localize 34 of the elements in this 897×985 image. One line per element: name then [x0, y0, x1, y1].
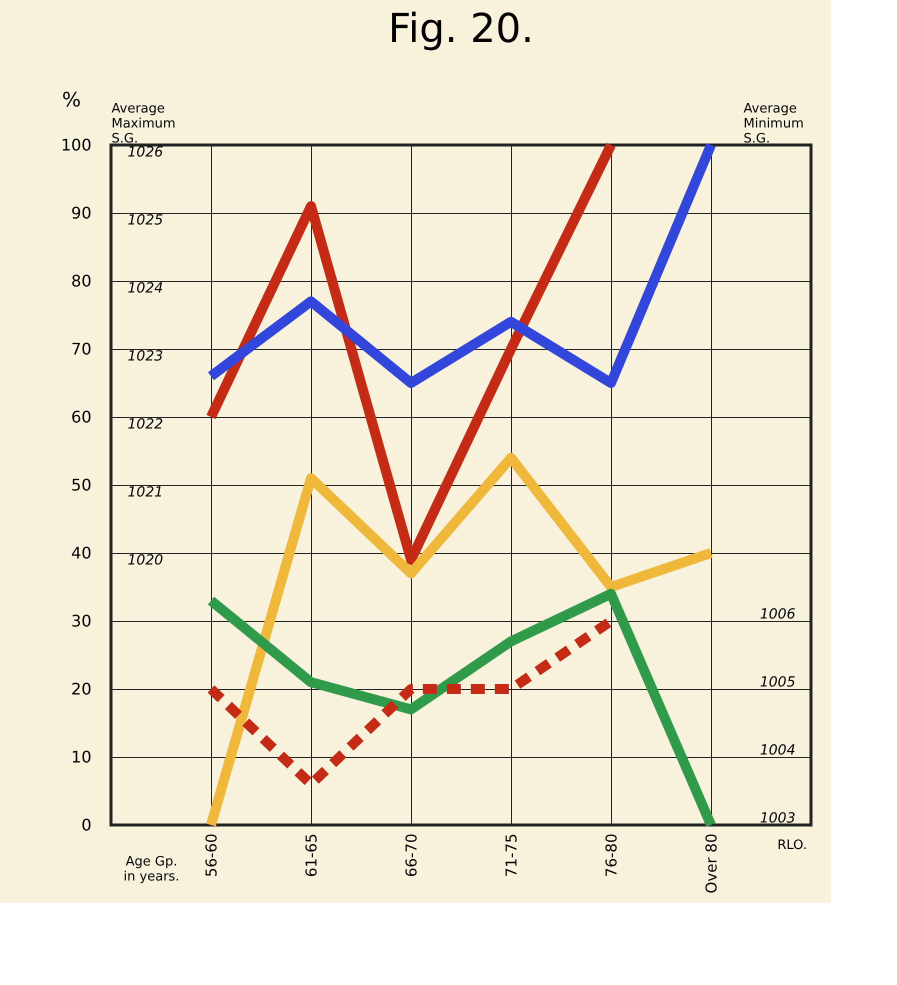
y-tick-label: 40	[71, 544, 92, 562]
y2-tick-label: 1023	[128, 348, 164, 364]
y2-tick-label: 1024	[128, 280, 164, 296]
y-tick-label: 10	[71, 748, 92, 766]
x-tick-label: 56-60	[202, 834, 220, 878]
y-tick-label: 30	[71, 612, 92, 630]
y3-axis-title: Average Minimum S.G.	[744, 102, 804, 146]
x-tick-label: 61-65	[302, 834, 320, 878]
x-axis-title: Age Gp. in years.	[124, 854, 180, 884]
y-tick-label: 0	[81, 816, 92, 834]
y3-tick-label: 1005	[760, 674, 796, 690]
y-tick-label: 20	[71, 680, 92, 698]
x-tick-label: 71-75	[502, 834, 520, 878]
y-axis-title: %	[62, 88, 82, 112]
y2-tick-label: 1025	[128, 212, 164, 228]
y2-axis-title: Average Maximum S.G.	[112, 102, 176, 146]
y-tick-label: 80	[71, 272, 92, 290]
y-tick-label: 70	[71, 340, 92, 358]
y-tick-label: 50	[71, 476, 92, 494]
x-tick-label: 66-70	[402, 834, 420, 878]
text: RLO.	[777, 838, 807, 853]
y-tick-label: 60	[71, 408, 92, 426]
x-tick-label: Over 80	[702, 834, 720, 894]
y3-tick-label: 1004	[760, 742, 796, 758]
y-tick-label: 90	[71, 204, 92, 222]
y2-tick-label: 1020	[128, 552, 164, 568]
x-tick-label: 76-80	[602, 834, 620, 878]
y3-tick-label: 1006	[760, 606, 796, 622]
y2-tick-label: 1026	[128, 144, 164, 160]
y2-tick-label: 1021	[128, 484, 164, 500]
y2-tick-label: 1022	[128, 416, 164, 432]
y-tick-label: 100	[60, 136, 92, 154]
chart-title: Fig. 20.	[388, 6, 534, 52]
y3-tick-label: 1003	[760, 810, 796, 826]
